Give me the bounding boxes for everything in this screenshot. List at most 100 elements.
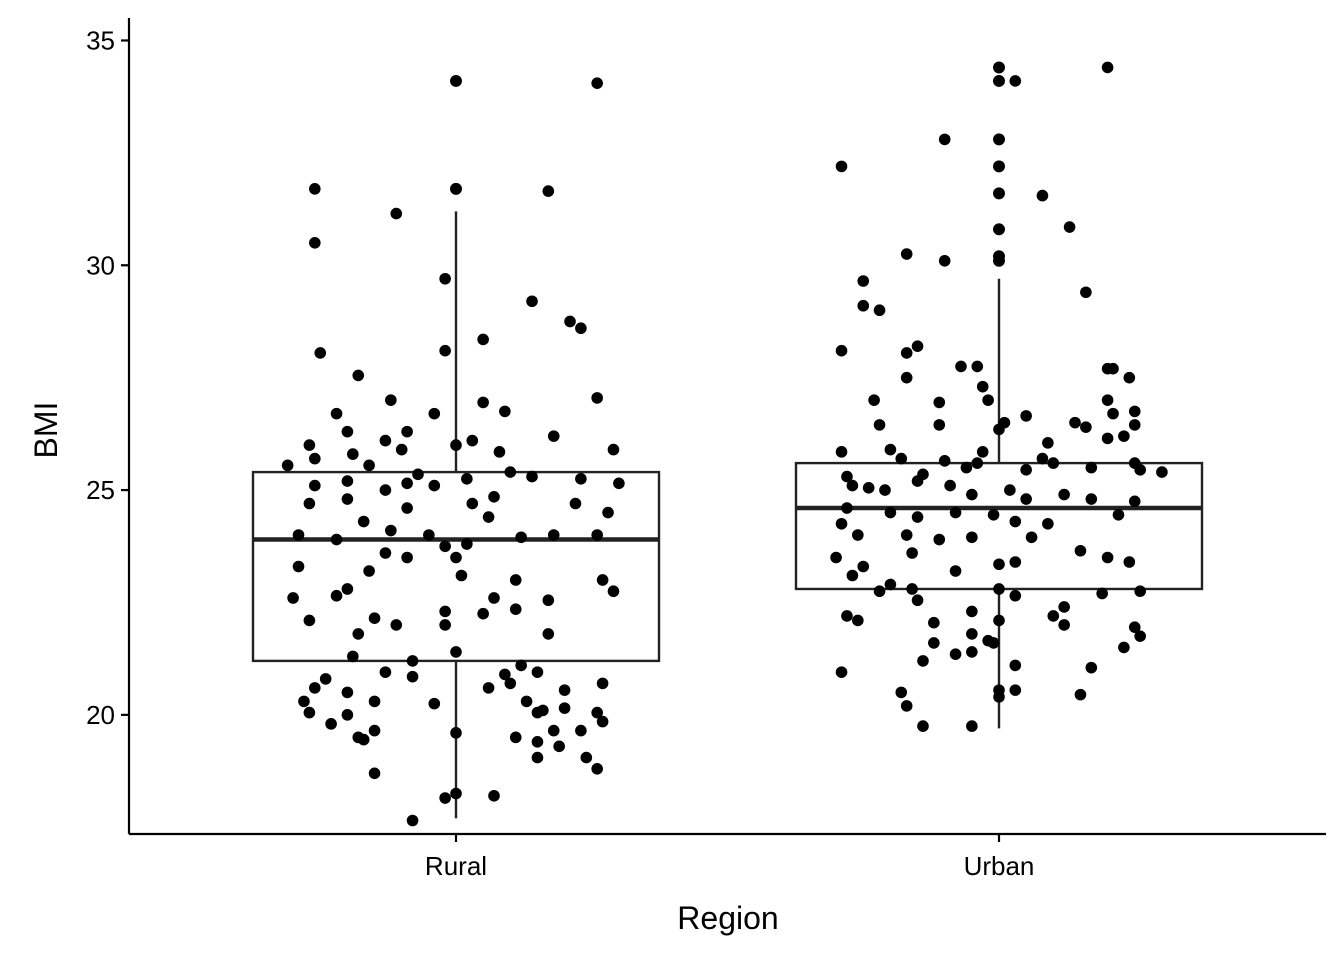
urban-data-point [1047, 457, 1060, 469]
urban-data-point [966, 628, 978, 640]
rural-data-point [553, 740, 565, 753]
urban-data-point [944, 479, 956, 492]
rural-data-point [461, 538, 473, 550]
urban-data-point [1101, 432, 1114, 445]
rural-data-point [379, 666, 392, 678]
urban-data-point [884, 443, 897, 456]
urban-data-point [987, 508, 1000, 521]
urban-data-point [1085, 493, 1098, 505]
urban-data-point [966, 488, 978, 501]
rural-data-point [450, 75, 462, 87]
urban-data-point [852, 614, 864, 627]
rural-data-point [450, 439, 462, 451]
rural-data-point [580, 751, 593, 764]
urban-data-point [1020, 493, 1032, 505]
y-axis-title: BMI [28, 402, 64, 459]
rural-data-point [547, 430, 560, 442]
urban-data-point [1009, 515, 1022, 528]
x-axis-title: Region [677, 900, 778, 936]
urban-data-point [841, 470, 853, 483]
rural-data-point [406, 814, 419, 827]
urban-data-point [879, 484, 891, 496]
urban-data-point [830, 551, 842, 564]
urban-data-point [993, 583, 1005, 595]
urban-data-point [841, 502, 853, 514]
rural-data-point [298, 695, 310, 708]
urban-data-point [982, 634, 994, 647]
rural-data-point [428, 479, 441, 492]
urban-data-point [955, 360, 967, 373]
urban-data-point [917, 655, 929, 667]
urban-data-point [911, 511, 924, 523]
rural-data-point [488, 592, 500, 604]
rural-data-point [379, 434, 392, 447]
rural-data-point [423, 529, 435, 541]
rural-data-point [439, 792, 451, 804]
rural-data-point [439, 272, 451, 285]
urban-data-point [1069, 416, 1081, 429]
urban-data-point [938, 254, 951, 267]
rural-data-point [591, 763, 603, 775]
urban-data-point [868, 394, 880, 406]
rural-data-point [281, 459, 294, 472]
y-tick-label: 20 [86, 700, 115, 730]
urban-data-point [928, 616, 940, 629]
rural-data-point [379, 484, 392, 496]
rural-data-point [352, 628, 365, 640]
urban-data-point [1009, 659, 1022, 672]
urban-data-point [993, 61, 1005, 74]
rural-data-point [504, 677, 517, 690]
urban-data-point [1134, 464, 1146, 476]
rural-data-point [287, 592, 299, 604]
rural-data-point [368, 724, 381, 737]
urban-data-point [911, 594, 924, 607]
urban-data-point [1009, 556, 1022, 568]
rural-data-point [477, 607, 489, 620]
urban-data-point [1123, 556, 1136, 568]
urban-data-point [900, 529, 913, 541]
urban-data-point [1020, 410, 1032, 422]
urban-data-point [1042, 437, 1054, 449]
rural-data-point [531, 706, 544, 719]
rural-data-point [596, 715, 609, 728]
rural-data-point [390, 619, 403, 631]
urban-data-point [1036, 189, 1049, 202]
urban-data-point [1058, 488, 1070, 501]
rural-data-point [401, 477, 413, 490]
rural-data-point [379, 547, 392, 559]
rural-data-point [303, 497, 316, 510]
urban-data-point [1096, 587, 1108, 600]
rural-data-point [515, 659, 527, 672]
urban-data-point [993, 558, 1005, 571]
urban-data-point [1080, 286, 1092, 299]
rural-data-point [368, 612, 381, 624]
rural-data-point [439, 619, 451, 631]
urban-data-point [1156, 466, 1168, 478]
urban-data-point [1085, 661, 1098, 674]
rural-data-point [477, 396, 489, 409]
urban-data-point [857, 275, 870, 287]
urban-data-point [1063, 221, 1076, 233]
rural-data-point [368, 767, 381, 780]
urban-data-point [835, 666, 848, 678]
urban-data-point [1101, 61, 1114, 74]
urban-data-point [835, 446, 848, 458]
urban-data-point [884, 506, 897, 519]
rural-data-point [520, 695, 533, 708]
rural-data-point [488, 491, 500, 503]
rural-data-point [309, 479, 321, 492]
rural-data-point [439, 605, 451, 618]
urban-data-point [873, 304, 886, 317]
rural-data-point [406, 655, 419, 667]
rural-data-point [607, 443, 620, 456]
urban-data-point [1101, 551, 1114, 564]
urban-data-point [895, 686, 908, 699]
urban-data-point [966, 720, 978, 732]
urban-data-point [966, 646, 978, 658]
rural-data-point [509, 603, 522, 616]
urban-data-point [1020, 464, 1032, 476]
urban-data-point [873, 419, 886, 431]
urban-data-point [971, 457, 984, 469]
urban-data-point [993, 254, 1005, 267]
rural-data-point [309, 452, 321, 465]
